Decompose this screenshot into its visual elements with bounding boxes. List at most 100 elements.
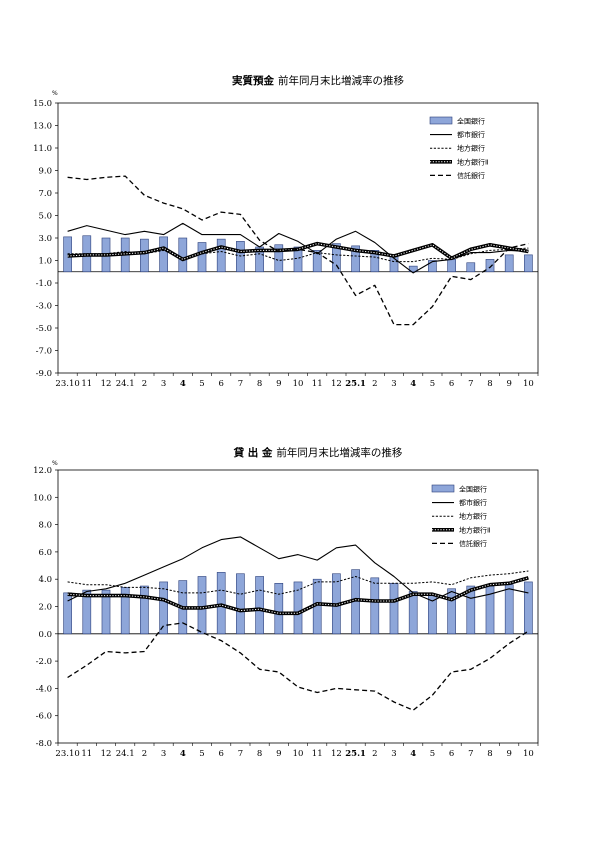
- x-tick-label: 7: [468, 379, 473, 389]
- x-tick-label: 25.1: [345, 749, 366, 759]
- x-tick-label: 12: [331, 749, 342, 759]
- y-tick-label: 0.0: [38, 630, 52, 640]
- chart-title: 実質預金 前年同月末比増減率の推移: [232, 74, 404, 87]
- bar-全国銀行: [159, 581, 168, 635]
- bar-全国銀行: [408, 265, 418, 273]
- legend-label: 地方銀行Ⅱ: [457, 157, 488, 166]
- bar-全国銀行: [216, 238, 226, 273]
- x-tick-label: 3: [391, 749, 396, 759]
- x-tick-label: 6: [449, 379, 454, 389]
- y-unit-label: %: [52, 90, 58, 97]
- x-tick-label: 24.1: [116, 379, 135, 389]
- bar-全国銀行: [524, 254, 533, 273]
- x-tick-label: 4: [410, 749, 416, 759]
- y-tick-label: 11.0: [33, 144, 52, 154]
- x-tick-label: 12: [101, 379, 112, 389]
- x-tick-label: 4: [180, 749, 186, 759]
- y-tick-label: 7.0: [38, 189, 52, 199]
- x-tick-label: 6: [218, 749, 223, 759]
- x-tick-label: 23.10: [55, 379, 79, 389]
- x-tick-label: 11: [312, 379, 323, 389]
- y-tick-label: -9.0: [36, 369, 52, 379]
- series-line-信託銀行: [67, 622, 529, 711]
- x-tick-label: 10: [293, 379, 304, 389]
- bar-全国銀行: [447, 259, 456, 273]
- x-tick-label: 23.10: [55, 749, 79, 759]
- chart-title-main: 貸 出 金: [233, 446, 273, 459]
- y-tick-label: -2.0: [36, 657, 52, 667]
- y-tick-label: 10.0: [33, 493, 52, 503]
- y-tick-label: 13.0: [33, 122, 52, 132]
- chart-2: 貸 出 金前年同月末比増減率の推移%12.0 10.0 8.0 6.0 4.0 2.0 0.…: [33, 446, 539, 759]
- bar-全国銀行: [197, 242, 207, 273]
- bar-全国銀行: [274, 244, 284, 273]
- x-tick-label: 2: [142, 379, 147, 389]
- y-unit-label: %: [52, 460, 58, 467]
- bar-全国銀行: [312, 250, 322, 273]
- bar-全国銀行: [351, 245, 360, 273]
- y-tick-label: 12.0: [33, 466, 52, 476]
- x-tick-label: 5: [430, 379, 435, 389]
- bar-全国銀行: [236, 573, 245, 635]
- plot-frame: [57, 102, 539, 374]
- series-line-inner: [67, 577, 529, 614]
- chart-subtitle: 前年同月末比増減率の推移: [278, 74, 404, 87]
- bar-全国銀行: [428, 260, 437, 273]
- legend-label: 都市銀行: [457, 130, 485, 139]
- x-tick-label: 5: [199, 379, 204, 389]
- bar-全国銀行: [447, 588, 456, 635]
- bar-全国銀行: [332, 243, 341, 273]
- x-tick-label: 10: [293, 749, 304, 759]
- x-tick-label: 4: [410, 379, 416, 389]
- legend-label: 信託銀行: [459, 539, 487, 548]
- y-tick-label: -6.0: [36, 712, 52, 722]
- legend-swatch-bar: [429, 116, 453, 125]
- x-tick-label: 9: [506, 749, 511, 759]
- chart-subtitle: 前年同月末比増減率の推移: [276, 446, 402, 459]
- x-tick-label: 2: [372, 379, 377, 389]
- bar-全国銀行: [504, 254, 514, 273]
- x-tick-label: 8: [257, 379, 262, 389]
- x-tick-label: 7: [238, 379, 243, 389]
- x-tick-label: 3: [161, 749, 166, 759]
- legend-swatch-bar: [431, 484, 455, 493]
- bar-全国銀行: [274, 582, 284, 635]
- bar-全国銀行: [504, 584, 514, 635]
- x-tick-label: 12: [331, 379, 342, 389]
- x-tick-label: 9: [276, 379, 281, 389]
- legend-label: 地方銀行: [459, 512, 487, 521]
- x-tick-label: 25.1: [345, 379, 366, 389]
- bar-全国銀行: [466, 262, 476, 273]
- series-line-inner: [67, 243, 529, 260]
- bar-全国銀行: [485, 259, 495, 273]
- bar-全国銀行: [389, 582, 399, 635]
- y-tick-label: -5.0: [36, 324, 52, 334]
- legend-label: 地方銀行: [457, 144, 485, 153]
- y-tick-label: 15.0: [33, 99, 52, 109]
- chart-title: 貸 出 金前年同月末比増減率の推移: [233, 446, 403, 459]
- chart-1: 実質預金 前年同月末比増減率の推移%15.0 13.0 11.0 9.0 7.0 5.0 3.…: [33, 74, 539, 389]
- legend-label: 全国銀行: [459, 485, 487, 494]
- x-tick-label: 8: [487, 379, 492, 389]
- bar-全国銀行: [101, 589, 111, 635]
- x-tick-label: 4: [180, 379, 186, 389]
- x-tick-label: 6: [449, 749, 454, 759]
- bar-全国銀行: [293, 581, 303, 635]
- x-tick-label: 3: [161, 379, 166, 389]
- bar-全国銀行: [255, 576, 264, 635]
- bar-全国銀行: [236, 241, 245, 273]
- y-tick-label: 2.0: [38, 603, 52, 613]
- bar-全国銀行: [197, 576, 207, 635]
- x-tick-label: 24.1: [116, 749, 135, 759]
- bar-全国銀行: [466, 585, 476, 635]
- bar-全国銀行: [370, 577, 380, 635]
- y-tick-label: 5.0: [38, 212, 52, 222]
- legend-label: 信託銀行: [457, 171, 485, 180]
- y-tick-label: -3.0: [36, 302, 52, 312]
- bar-全国銀行: [159, 236, 168, 273]
- x-tick-label: 9: [276, 749, 281, 759]
- x-tick-label: 8: [487, 749, 492, 759]
